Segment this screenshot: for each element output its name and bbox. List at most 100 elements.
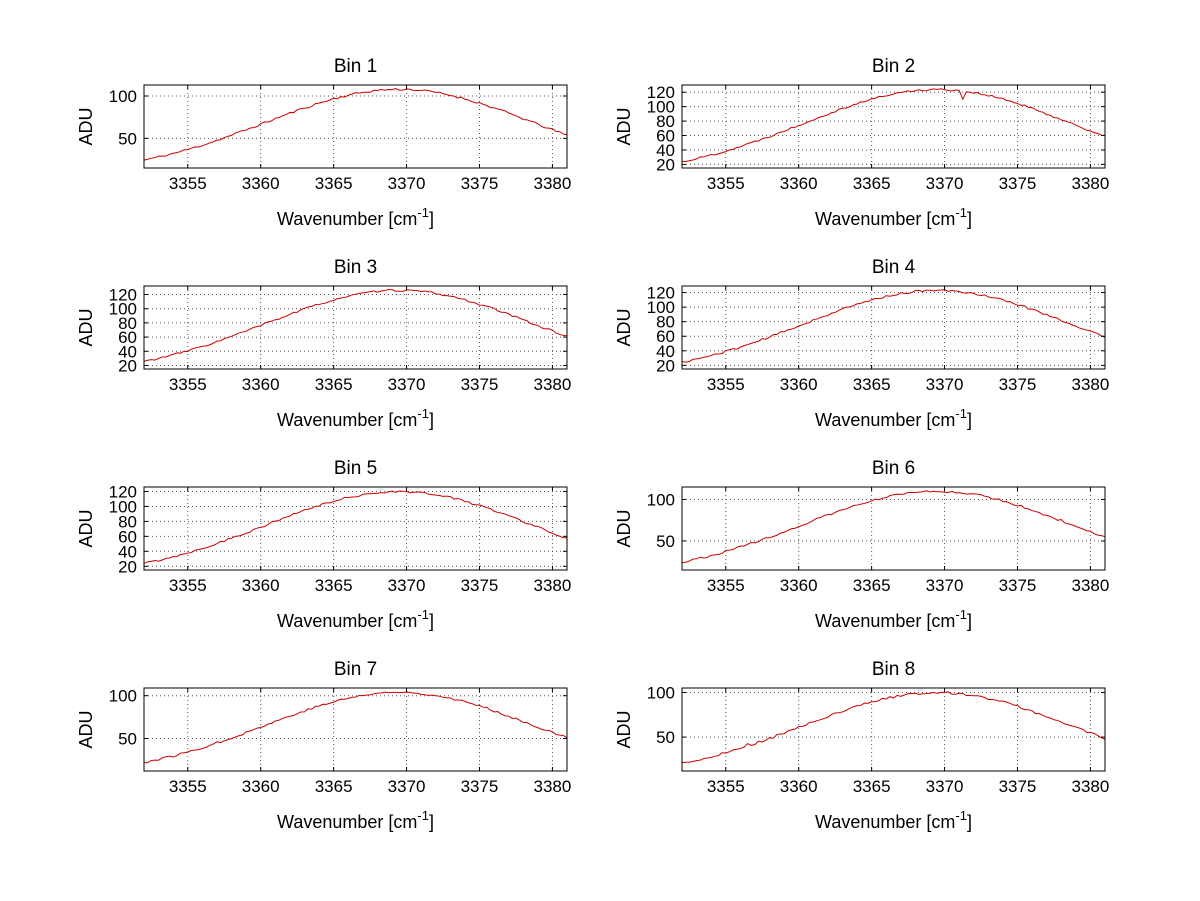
y-tick-label: 100 (647, 490, 675, 509)
x-tick-label: 3365 (315, 375, 353, 394)
y-tick-label: 120 (647, 284, 675, 303)
y-axis-label: ADU (614, 710, 634, 748)
x-tick-label: 3355 (707, 375, 745, 394)
subplot-title: Bin 8 (872, 659, 915, 680)
y-axis-label: ADU (614, 308, 634, 346)
y-tick-label: 100 (109, 87, 137, 106)
y-tick-label: 100 (647, 298, 675, 317)
x-tick-label: 3360 (242, 777, 280, 796)
subplot-title: Bin 2 (872, 56, 915, 77)
x-tick-label: 3355 (169, 777, 207, 796)
x-tick-label: 3355 (169, 576, 207, 595)
y-tick-label: 60 (118, 527, 137, 546)
x-tick-label: 3360 (780, 576, 818, 595)
x-tick-label: 3365 (315, 777, 353, 796)
x-tick-label: 3355 (707, 576, 745, 595)
x-axis-label: Wavenumber [cm-1] (815, 406, 972, 430)
plot-box (143, 486, 568, 571)
x-tick-label: 3360 (242, 375, 280, 394)
y-tick-label: 20 (656, 356, 675, 375)
y-tick-label: 60 (656, 127, 675, 146)
x-tick-label: 3380 (1071, 174, 1109, 193)
x-axis-label: Wavenumber [cm-1] (277, 808, 434, 832)
plot-box (681, 486, 1106, 571)
y-tick-label: 40 (118, 342, 137, 361)
x-tick-label: 3365 (853, 375, 891, 394)
x-tick-label: 3370 (926, 576, 964, 595)
subplot-title: Bin 7 (334, 659, 377, 680)
x-tick-label: 3370 (926, 174, 964, 193)
x-tick-label: 3375 (999, 777, 1037, 796)
x-tick-label: 3365 (853, 777, 891, 796)
y-tick-label: 60 (118, 328, 137, 347)
spectrum-line (681, 490, 1106, 564)
y-tick-label: 80 (118, 512, 137, 531)
x-tick-label: 3360 (780, 174, 818, 193)
subplot-bin-6: Bin 6 50 100 3355 3360 3365 3370 3375 3380 ADU Wav… (614, 458, 1109, 631)
x-tick-label: 3355 (707, 174, 745, 193)
x-tick-label: 3365 (853, 174, 891, 193)
subplot-title: Bin 3 (334, 257, 377, 278)
x-axis-label: Wavenumber [cm-1] (815, 205, 972, 229)
y-axis-label: ADU (76, 308, 96, 346)
x-tick-label: 3370 (388, 174, 426, 193)
x-tick-label: 3375 (999, 576, 1037, 595)
subplot-bin-7: Bin 7 50 100 3355 3360 3365 3370 3375 3380 ADU Wav… (76, 659, 571, 832)
x-tick-label: 3375 (461, 174, 499, 193)
x-tick-label: 3380 (1071, 777, 1109, 796)
subplot-title: Bin 1 (334, 56, 377, 77)
x-tick-label: 3355 (169, 375, 207, 394)
x-tick-label: 3370 (388, 777, 426, 796)
y-tick-label: 80 (118, 314, 137, 333)
x-tick-label: 3380 (533, 174, 571, 193)
subplot-title: Bin 5 (334, 458, 377, 479)
plot-box (681, 285, 1106, 370)
y-tick-label: 60 (656, 327, 675, 346)
y-axis-label: ADU (76, 509, 96, 547)
x-tick-label: 3380 (533, 375, 571, 394)
y-tick-label: 80 (656, 313, 675, 332)
plot-box (143, 687, 568, 772)
spectrum-line (143, 490, 568, 564)
x-tick-label: 3355 (707, 777, 745, 796)
plot-box (143, 285, 568, 370)
y-tick-label: 120 (647, 83, 675, 102)
y-axis-label: ADU (614, 509, 634, 547)
subplot-bin-1: Bin 1 50 100 3355 3360 3365 3370 3375 3380 ADU Wav… (76, 56, 571, 229)
y-tick-label: 20 (118, 557, 137, 576)
x-tick-label: 3365 (315, 576, 353, 595)
y-tick-label: 100 (109, 687, 137, 706)
x-tick-label: 3375 (999, 375, 1037, 394)
y-tick-label: 50 (656, 532, 675, 551)
x-tick-label: 3370 (388, 375, 426, 394)
x-axis-label: Wavenumber [cm-1] (277, 406, 434, 430)
y-tick-label: 50 (118, 729, 137, 748)
x-tick-label: 3365 (853, 576, 891, 595)
y-tick-label: 20 (656, 155, 675, 174)
plot-box (681, 687, 1106, 772)
x-axis-label: Wavenumber [cm-1] (815, 808, 972, 832)
y-tick-label: 100 (109, 497, 137, 516)
y-tick-label: 40 (656, 141, 675, 160)
x-axis-label: Wavenumber [cm-1] (815, 607, 972, 631)
x-tick-label: 3380 (533, 576, 571, 595)
subplot-bin-8: Bin 8 50 100 3355 3360 3365 3370 3375 3380 ADU Wav… (614, 659, 1109, 832)
x-tick-label: 3370 (926, 375, 964, 394)
spectrum-line (143, 691, 568, 764)
subplot-title: Bin 6 (872, 458, 915, 479)
y-tick-label: 100 (647, 683, 675, 702)
x-tick-label: 3380 (1071, 576, 1109, 595)
x-tick-label: 3360 (780, 375, 818, 394)
x-tick-label: 3375 (461, 777, 499, 796)
x-tick-label: 3355 (169, 174, 207, 193)
y-tick-label: 20 (118, 356, 137, 375)
x-tick-label: 3375 (461, 576, 499, 595)
x-tick-label: 3360 (242, 576, 280, 595)
x-tick-label: 3375 (999, 174, 1037, 193)
x-axis-label: Wavenumber [cm-1] (277, 607, 434, 631)
